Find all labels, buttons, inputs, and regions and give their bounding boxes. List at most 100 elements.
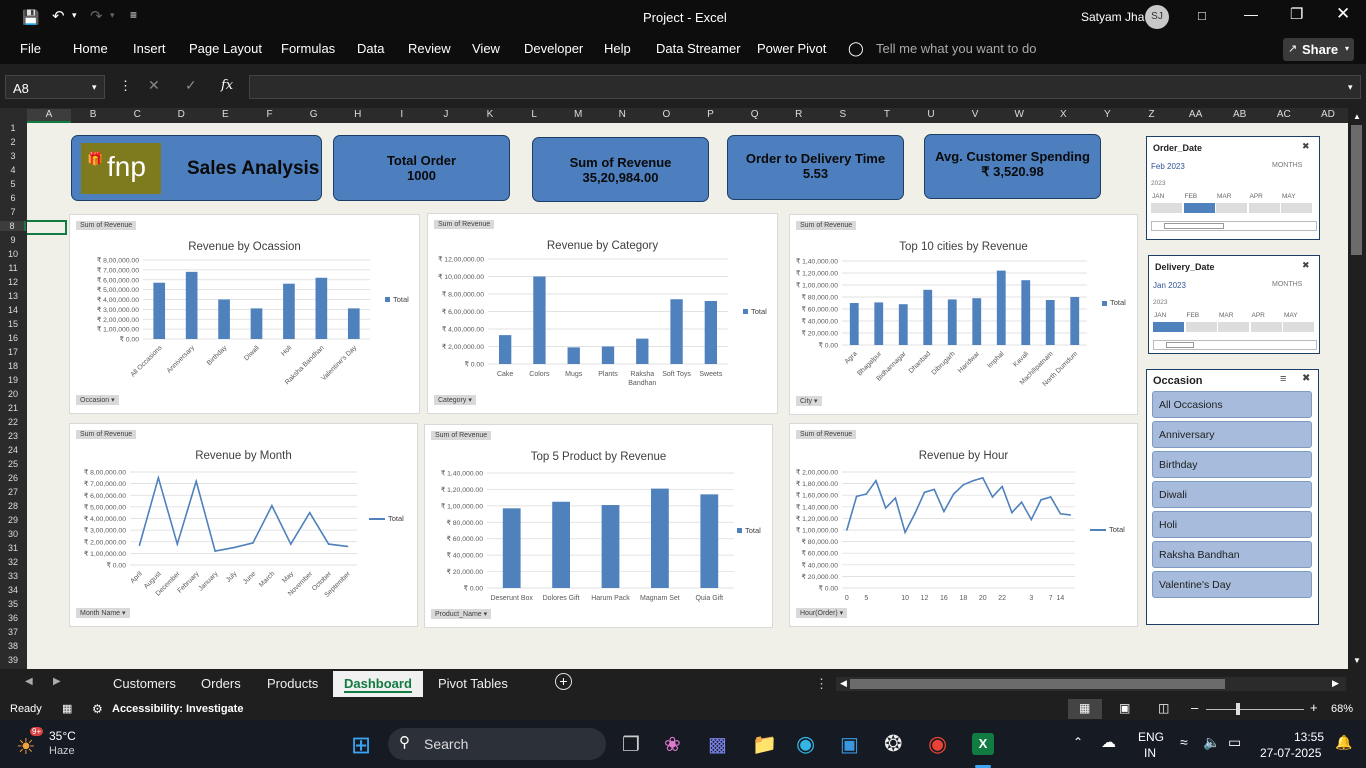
row-header[interactable]: 15 [7,319,18,329]
row-header[interactable]: 28 [7,501,18,511]
task-view-icon[interactable]: ❐ [622,734,640,756]
bar[interactable] [700,494,719,588]
bar[interactable] [283,283,295,339]
slicer-delivery-date[interactable]: Delivery_Date ✖ Jan 2023 MONTHS 2023 JAN… [1148,255,1320,354]
chatgpt-icon[interactable]: ❂ [884,731,903,756]
redo-dropdown-icon[interactable]: ▾ [110,10,115,20]
row-header[interactable]: 19 [7,375,18,385]
data-point[interactable] [884,507,887,509]
bar[interactable] [1070,297,1080,345]
zoom-level[interactable]: 68% [1331,703,1354,715]
month-bar[interactable] [1218,322,1249,332]
more-icon[interactable]: ⋮ [815,676,828,691]
sheet-tab-products[interactable]: Products [267,676,319,691]
column-header[interactable]: J [443,109,449,120]
row-header[interactable]: 36 [7,613,18,623]
row-header[interactable]: 10 [7,249,18,259]
volume-icon[interactable]: 🔈 [1203,734,1221,750]
clock-time[interactable]: 13:55 [1294,730,1325,744]
month-bar[interactable] [1153,322,1184,332]
scroll-thumb[interactable] [850,679,1225,689]
data-point[interactable] [346,545,349,548]
weather-icon[interactable]: ☀ [16,734,36,759]
row-header[interactable]: 30 [7,529,18,539]
data-point[interactable] [176,543,179,545]
series-line[interactable] [138,474,348,552]
row-header[interactable]: 35 [7,599,18,609]
bar[interactable] [552,501,570,588]
active-cell[interactable] [27,220,67,235]
data-point[interactable] [308,511,311,514]
taskbar-search[interactable]: ⚲ Search [388,728,606,760]
column-header[interactable]: G [309,109,318,120]
row-header[interactable]: 23 [7,431,18,441]
slicer-period[interactable]: MONTHS [1272,281,1303,288]
row-header[interactable]: 20 [7,389,18,399]
slicer-item[interactable]: Diwali [1152,481,1312,508]
cancel-icon[interactable]: ✕ [148,77,160,93]
row-header[interactable]: 29 [7,515,18,525]
row-header[interactable]: 17 [7,347,18,357]
series-line[interactable] [846,476,1071,535]
bar[interactable] [347,308,360,339]
formula-input[interactable]: ▾ [249,75,1361,99]
column-header[interactable]: S [839,109,847,120]
month-bar[interactable] [1281,203,1312,213]
filter-button[interactable]: Hour(Order) ▾ [796,608,848,618]
data-point[interactable] [289,543,292,545]
clear-filter-icon[interactable]: ✖ [1302,373,1311,384]
data-point[interactable] [252,542,254,544]
row-header[interactable]: 14 [7,305,18,315]
month-bar[interactable] [1185,322,1217,332]
file-explorer-icon[interactable]: 📁 [752,734,777,756]
data-point[interactable] [904,531,906,534]
enter-icon[interactable]: ✓ [185,77,197,93]
column-header[interactable]: N [618,109,626,120]
close-icon[interactable]: ✕ [1336,4,1351,23]
restore-icon[interactable]: ❐ [1290,6,1304,23]
excel-icon[interactable]: X [972,733,994,755]
bar[interactable] [636,338,649,364]
bar[interactable] [567,347,580,364]
column-header[interactable]: V [971,109,979,120]
scroll-left-icon[interactable]: ◀ [840,678,847,688]
bar[interactable] [1021,280,1031,345]
accessibility-status[interactable]: Accessibility: Investigate [112,703,244,715]
month-bar[interactable] [1250,322,1282,332]
data-point[interactable] [865,493,868,495]
slicer-order-date[interactable]: Order_Date ✖ Feb 2023 MONTHS 2023 JAN FEB… [1146,136,1320,240]
row-header[interactable]: 31 [7,543,18,553]
row-header[interactable]: 18 [7,361,18,371]
data-point[interactable] [991,496,994,498]
minimize-icon[interactable]: — [1244,6,1258,22]
bar[interactable] [502,508,521,588]
tab-help[interactable]: Help [604,41,631,56]
zoom-slider-thumb[interactable] [1236,703,1240,715]
data-point[interactable] [962,483,965,486]
bar[interactable] [972,298,982,345]
next-sheet-icon[interactable]: ▶ [53,676,61,687]
data-point[interactable] [157,477,160,479]
sheet-tab-dashboard[interactable]: Dashboard [333,671,423,697]
timeline-scrollbar[interactable] [1151,221,1317,231]
add-sheet-icon[interactable]: + [555,673,572,690]
sheet-tab-customers[interactable]: Customers [113,676,176,691]
bar[interactable] [996,270,1006,345]
column-header[interactable]: T [883,109,890,120]
row-header[interactable]: 38 [7,641,18,651]
field-button[interactable]: Sum of Revenue [796,430,857,439]
customize-toolbar-icon[interactable]: ≡ [130,8,138,22]
tab-insert[interactable]: Insert [133,41,166,56]
tell-me-input[interactable]: Tell me what you want to do [876,41,1037,56]
data-point[interactable] [233,546,235,549]
column-header[interactable]: AC [1276,109,1291,120]
row-header[interactable]: 7 [10,207,16,217]
tab-view[interactable]: View [472,41,500,56]
bar[interactable] [315,277,328,339]
vertical-scrollbar[interactable]: ▲ ▼ [1348,108,1366,669]
timeline-scroll-thumb[interactable] [1164,223,1224,229]
data-point[interactable] [138,544,141,547]
timeline-scrollbar[interactable] [1153,340,1317,350]
month-bar[interactable] [1151,203,1182,213]
bar[interactable] [601,346,615,365]
